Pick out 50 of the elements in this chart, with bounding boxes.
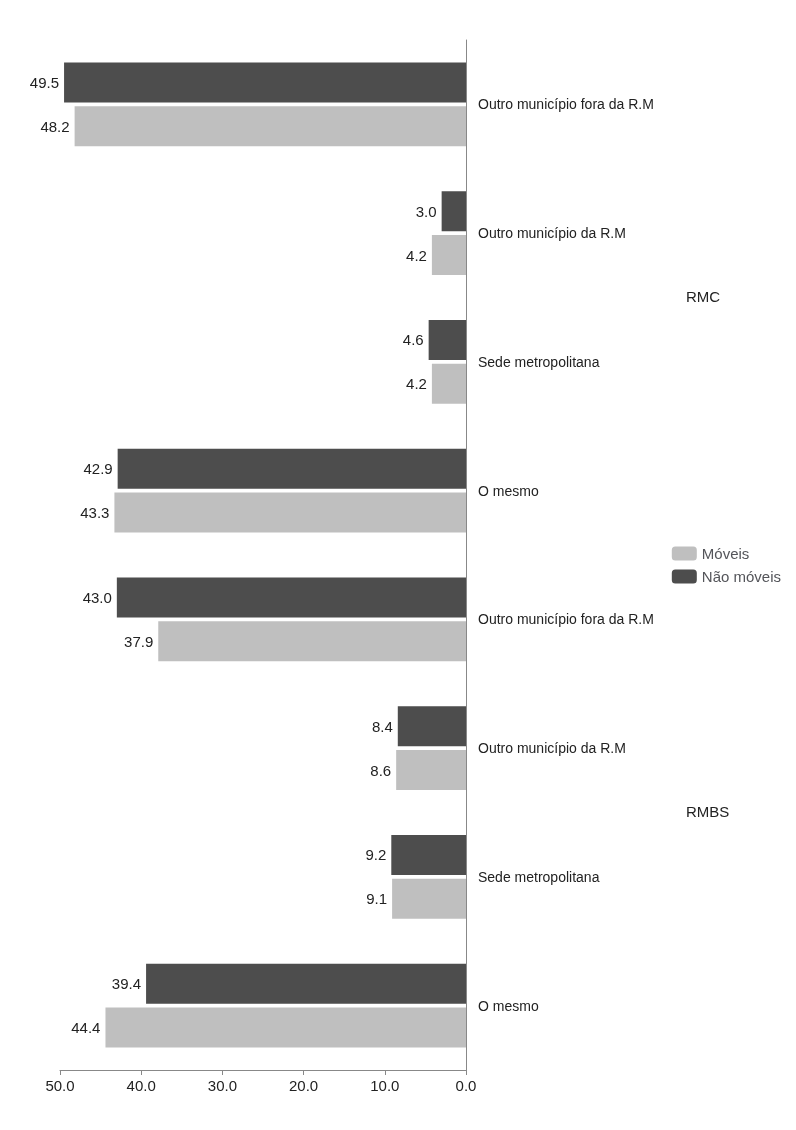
x-tick-label: 30.0 <box>207 1077 237 1094</box>
bar <box>391 835 466 875</box>
y-tick-label: Outro município da R.M <box>478 740 626 757</box>
bar <box>116 577 466 618</box>
text: 3.0 <box>415 202 437 220</box>
text: 37.9 <box>124 632 154 650</box>
bar <box>397 706 466 747</box>
bar <box>64 62 466 103</box>
text: 8.6 <box>370 761 392 779</box>
text: 48.2 <box>40 117 70 135</box>
text: 49.5 <box>29 73 60 91</box>
y-tick-label: Outro município da R.M <box>478 225 626 242</box>
bar <box>431 363 466 404</box>
x-tick-label: 20.0 <box>289 1077 319 1094</box>
bar <box>158 621 466 662</box>
text: 39.4 <box>111 975 142 993</box>
text: 43.3 <box>80 504 110 522</box>
x-tick-label: 50.0 <box>45 1077 75 1094</box>
bar <box>441 191 466 232</box>
x-tick-label: 0.0 <box>455 1077 477 1094</box>
bar <box>105 1007 466 1048</box>
bar <box>396 750 466 790</box>
legend-label: Móveis <box>701 545 750 562</box>
x-tick-label: 10.0 <box>370 1077 400 1094</box>
bar <box>431 235 466 275</box>
x-tick-label: 40.0 <box>126 1077 156 1094</box>
text: 9.2 <box>365 846 387 864</box>
text: 9.1 <box>366 890 388 908</box>
text: 8.4 <box>371 717 393 735</box>
bar <box>428 320 466 360</box>
y-tick-label: O mesmo <box>478 482 539 499</box>
bar <box>392 878 466 919</box>
text: 43.0 <box>82 588 112 606</box>
y-tick-label: Sede metropolitana <box>478 868 600 885</box>
y-tick-label: Sede metropolitana <box>478 353 600 370</box>
y-tick-label: Outro município fora da R.M <box>478 611 654 628</box>
legend-label: Não móveis <box>701 568 782 585</box>
y-tick-label: Outro município fora da R.M <box>478 96 654 113</box>
text: 4.2 <box>406 375 427 393</box>
text: 44.4 <box>71 1019 101 1037</box>
text: RMBS <box>686 802 730 820</box>
y-tick-label: O mesmo <box>478 997 539 1014</box>
text: 42.9 <box>83 460 113 478</box>
text: 4.6 <box>402 331 424 349</box>
bar <box>117 448 466 489</box>
bar <box>146 963 466 1004</box>
bar <box>114 492 466 533</box>
text: RMC <box>686 287 721 305</box>
text: 4.2 <box>406 246 427 264</box>
bar <box>74 106 466 147</box>
